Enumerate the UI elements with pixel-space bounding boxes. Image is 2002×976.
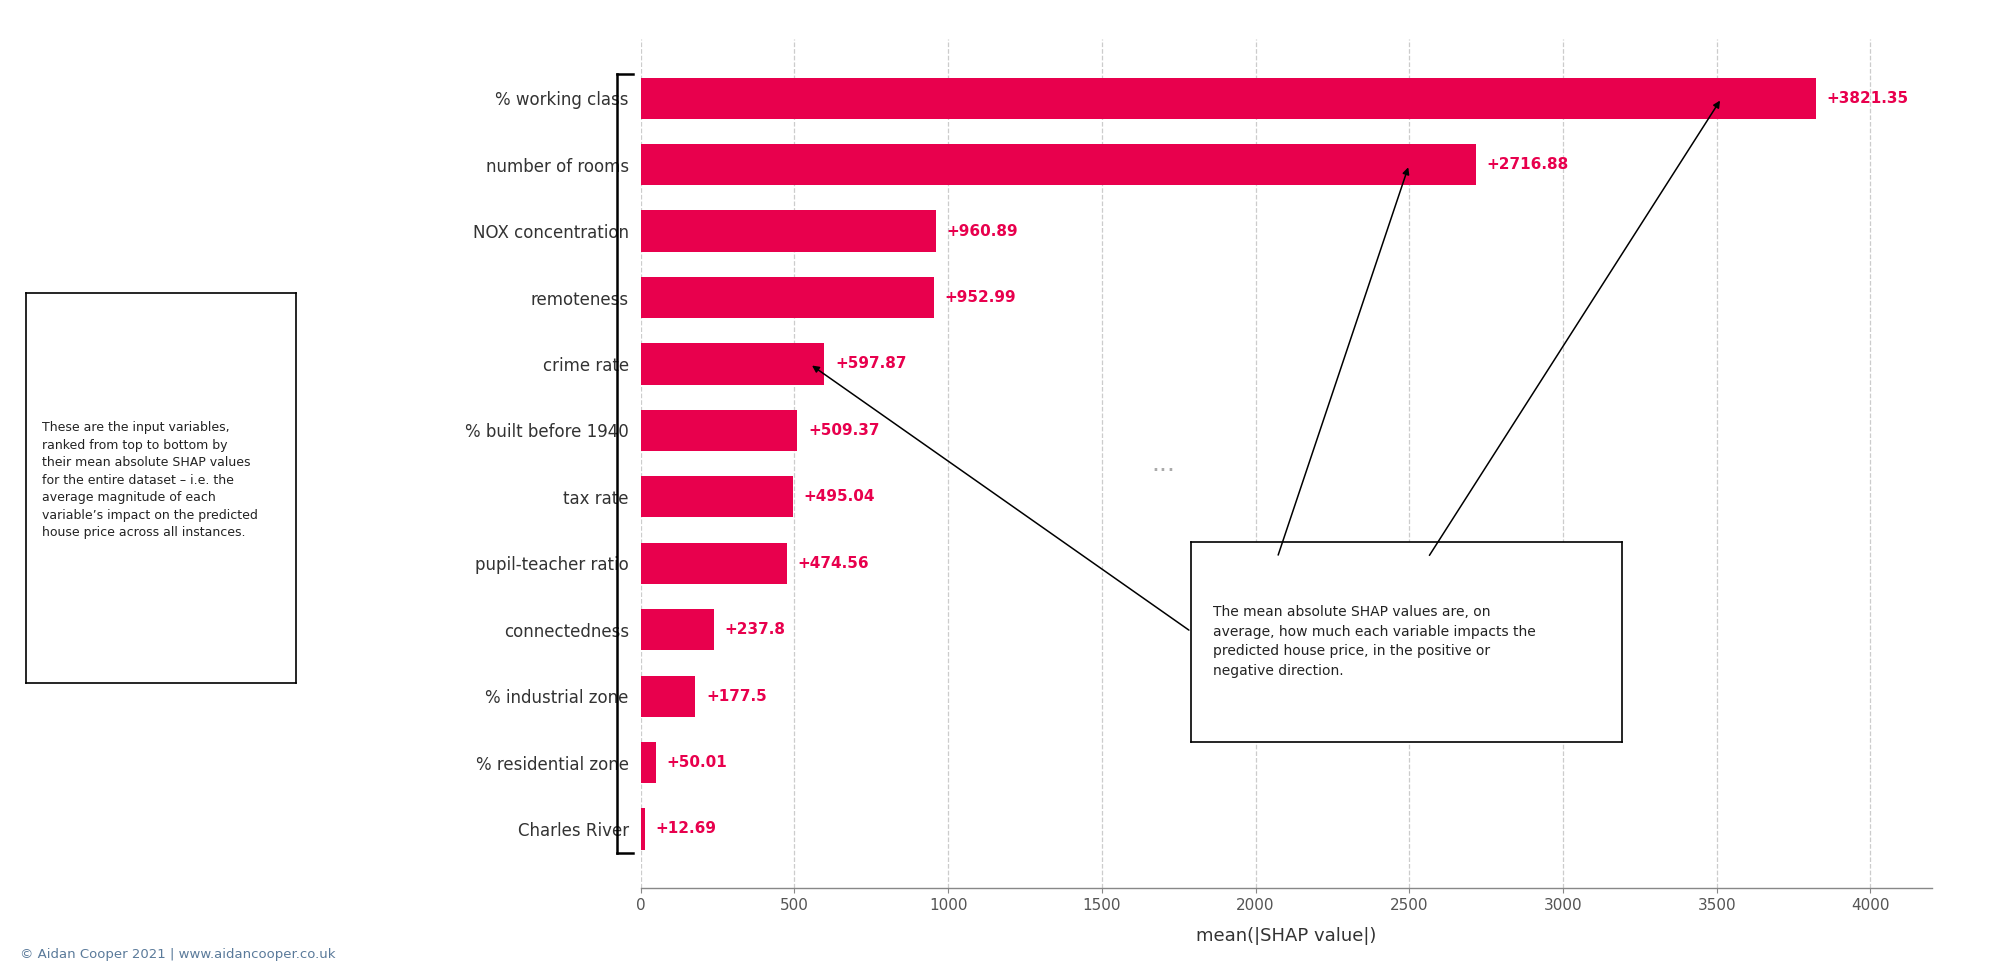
Bar [641, 144, 1475, 185]
Bar [641, 476, 793, 517]
Text: +237.8: +237.8 [725, 622, 785, 637]
Bar [641, 211, 937, 252]
Text: +952.99: +952.99 [945, 290, 1017, 305]
Text: +495.04: +495.04 [803, 489, 875, 505]
Text: The mean absolute SHAP values are, on
average, how much each variable impacts th: The mean absolute SHAP values are, on av… [1213, 605, 1536, 678]
Bar [641, 78, 1816, 119]
Bar [641, 742, 657, 783]
Bar [641, 675, 695, 716]
Text: +50.01: +50.01 [667, 755, 727, 770]
Text: +2716.88: +2716.88 [1487, 157, 1570, 172]
Text: +597.87: +597.87 [835, 356, 907, 372]
Text: +509.37: +509.37 [809, 423, 879, 438]
Bar [641, 543, 787, 584]
Text: +960.89: +960.89 [947, 224, 1019, 238]
Bar [641, 410, 797, 451]
Text: +3821.35: +3821.35 [1826, 91, 1908, 105]
Text: © Aidan Cooper 2021 | www.aidancooper.co.uk: © Aidan Cooper 2021 | www.aidancooper.co… [20, 949, 336, 961]
Text: +177.5: +177.5 [707, 689, 767, 704]
Text: ...: ... [1151, 452, 1175, 475]
Text: +474.56: +474.56 [797, 555, 869, 571]
Bar [641, 808, 645, 849]
Text: These are the input variables,
ranked from top to bottom by
their mean absolute : These are the input variables, ranked fr… [42, 422, 258, 539]
X-axis label: mean(|SHAP value|): mean(|SHAP value|) [1195, 927, 1377, 945]
Bar [641, 609, 715, 650]
Bar [641, 277, 933, 318]
Text: +12.69: +12.69 [655, 822, 717, 836]
Bar [641, 344, 825, 385]
